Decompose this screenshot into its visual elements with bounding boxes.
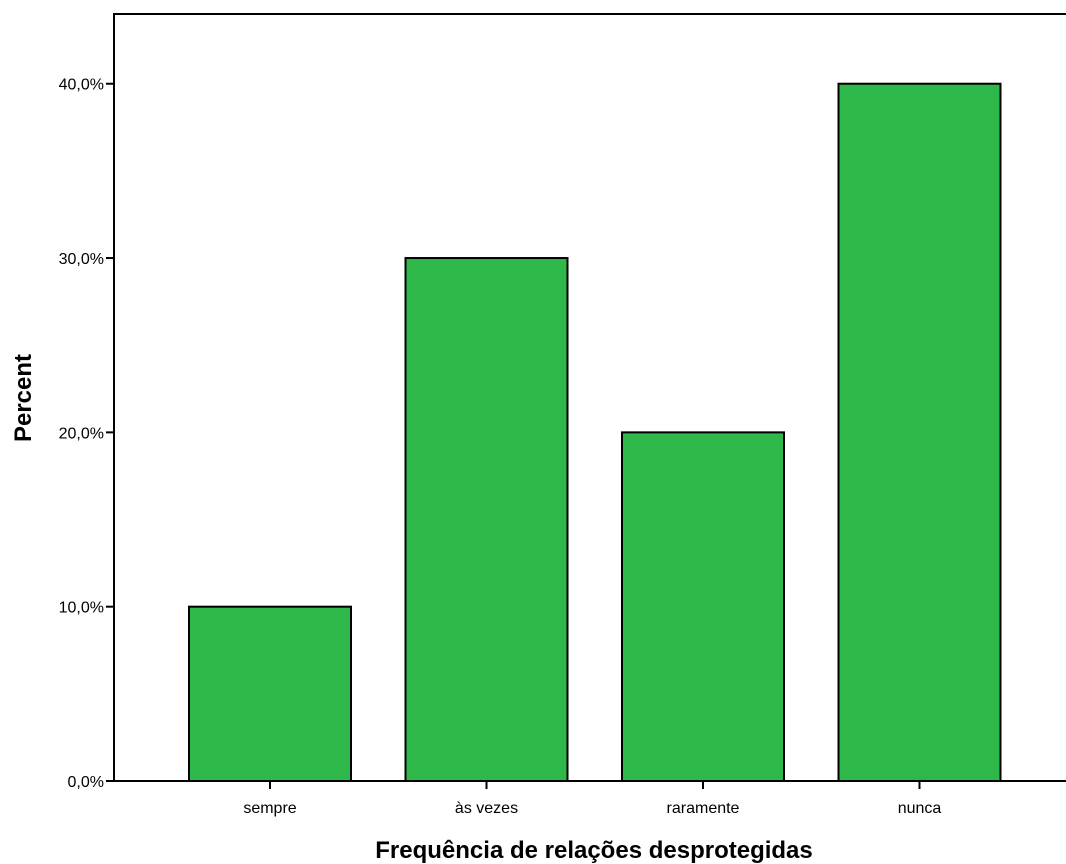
plot-frame bbox=[113, 13, 1066, 782]
x-tick-label-1: às vezes bbox=[455, 800, 518, 817]
y-tick-label-4: 40,0% bbox=[59, 77, 104, 94]
bar-2 bbox=[621, 431, 785, 782]
y-tick-label-0: 0,0% bbox=[68, 774, 104, 791]
y-tick-label-3: 30,0% bbox=[59, 251, 104, 268]
x-tick-label-2: raramente bbox=[667, 800, 740, 817]
y-tick-label-1: 10,0% bbox=[59, 600, 104, 617]
bar-1 bbox=[404, 257, 569, 782]
bar-3 bbox=[837, 82, 1002, 782]
x-tick-label-0: sempre bbox=[243, 800, 296, 817]
y-axis-title: Percent bbox=[10, 354, 37, 442]
x-axis-title: Frequência de relações desprotegidas bbox=[375, 837, 813, 864]
bar-0 bbox=[188, 605, 352, 782]
plot-border bbox=[113, 13, 1066, 782]
x-axis: sempre às vezes raramente nunca bbox=[243, 781, 941, 817]
y-axis: 0,0% 10,0% 20,0% 30,0% 40,0% bbox=[59, 77, 114, 791]
bars-group bbox=[188, 82, 1002, 782]
x-tick-label-3: nunca bbox=[898, 800, 942, 817]
y-tick-label-2: 20,0% bbox=[59, 425, 104, 442]
